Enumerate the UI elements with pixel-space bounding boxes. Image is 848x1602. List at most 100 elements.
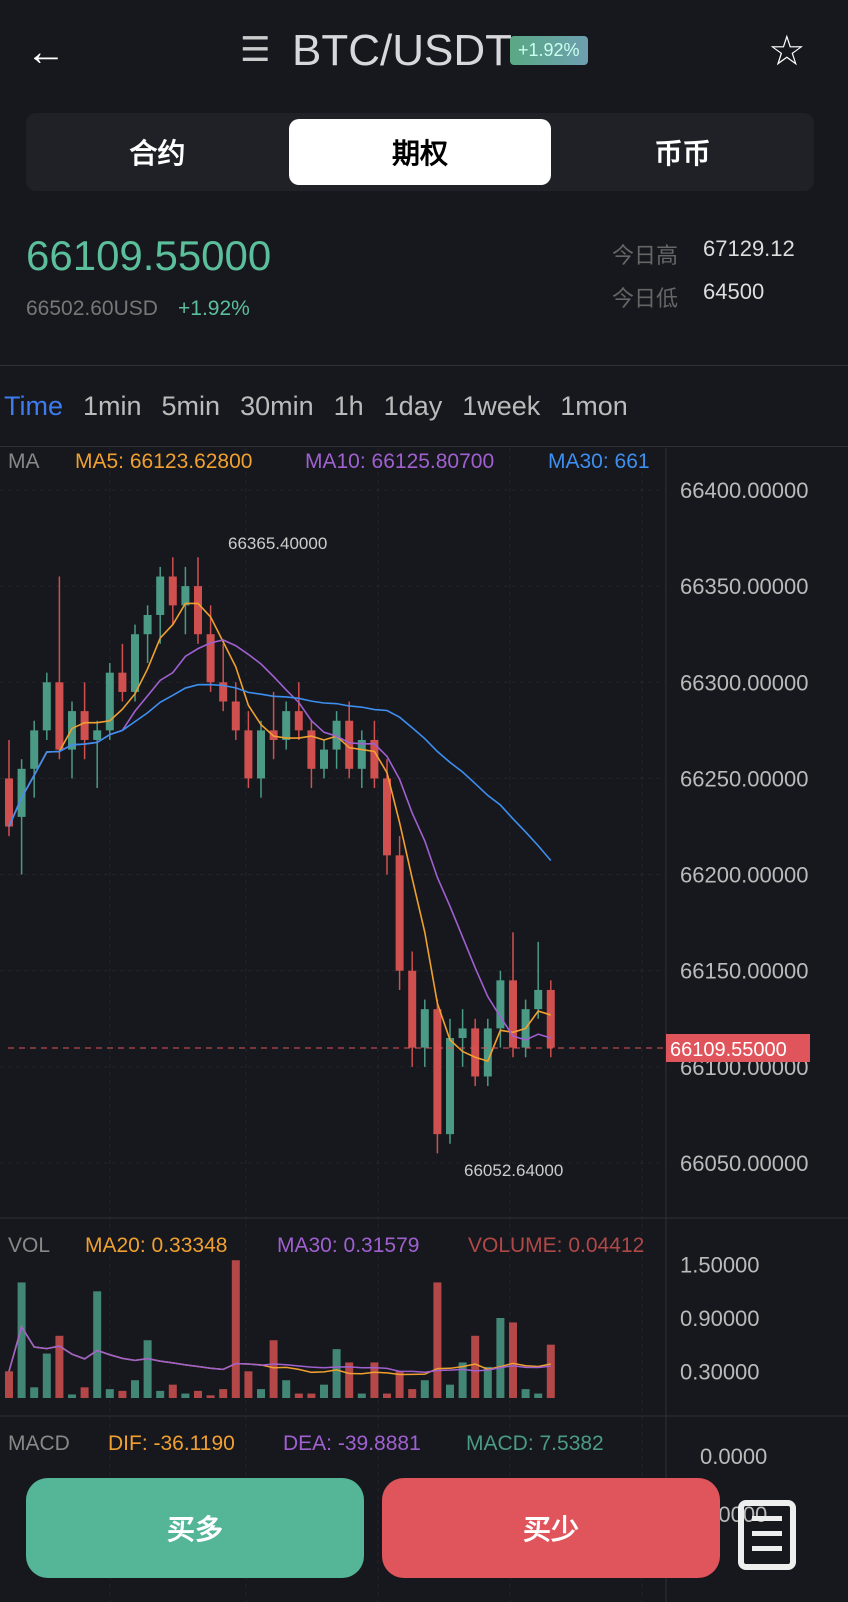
ma-label: MA <box>8 450 40 473</box>
volume-bar <box>17 1282 26 1398</box>
volume-bar <box>206 1395 215 1398</box>
candle-body <box>282 711 291 740</box>
ma10-legend: MA10: 66125.80700 <box>305 450 494 473</box>
candle-body <box>420 1009 429 1048</box>
volume-bar <box>332 1349 341 1398</box>
volume-bar <box>5 1371 13 1398</box>
timeframe-1mon[interactable]: 1mon <box>560 390 628 421</box>
volume-bar <box>496 1318 505 1398</box>
volume-bar <box>420 1380 429 1398</box>
min-price-label: 66052.64000 <box>464 1161 563 1180</box>
volume-bar <box>294 1393 303 1398</box>
pair-title[interactable]: BTC/USDT <box>292 26 512 75</box>
volume-bar <box>471 1335 480 1398</box>
candle-body <box>509 980 517 1048</box>
vol-ma20-legend: MA20: 0.33348 <box>85 1234 227 1257</box>
y-tick-label: 66050.00000 <box>680 1151 808 1176</box>
back-arrow-icon[interactable]: ← <box>26 30 66 74</box>
volume-bar <box>244 1371 253 1398</box>
star-icon[interactable]: ☆ <box>768 27 806 74</box>
candle-body <box>42 682 51 731</box>
buy-long-button[interactable]: 买多 <box>26 1478 364 1578</box>
volume-bar <box>257 1389 265 1398</box>
volume-bar <box>307 1393 316 1398</box>
volume-bar <box>282 1380 291 1398</box>
candle-body <box>93 730 102 740</box>
candle-body <box>80 711 89 740</box>
dea-legend: DEA: -39.8881 <box>283 1432 421 1455</box>
ma5-legend: MA5: 66123.62800 <box>75 450 252 473</box>
volume-bar <box>219 1389 228 1398</box>
volume-bar <box>143 1340 152 1398</box>
volume-bar <box>458 1362 467 1398</box>
candle-body <box>257 730 265 779</box>
candle-body <box>219 682 228 702</box>
current-price-text: 66109.55000 <box>670 1039 787 1061</box>
candle-body <box>17 768 26 817</box>
tab-options[interactable]: 期权 <box>288 119 552 185</box>
volume-legend: VOLUME: 0.04412 <box>468 1234 644 1257</box>
volume-bar <box>534 1393 543 1398</box>
candle-body <box>458 1028 467 1039</box>
timeframe-1day[interactable]: 1day <box>383 390 443 421</box>
candle-body <box>446 1038 454 1135</box>
kline-chart[interactable]: MA MA5: 66123.62800 MA10: 66125.80700 MA… <box>0 448 848 1602</box>
volume-bar <box>168 1384 177 1398</box>
candle-body <box>30 730 39 769</box>
tab-spot[interactable]: 币币 <box>654 138 711 169</box>
candle-body <box>408 970 417 1048</box>
timeframe-1week[interactable]: 1week <box>462 390 541 421</box>
candle-body <box>496 980 505 1029</box>
volume-bar <box>521 1389 530 1398</box>
candle-body <box>320 749 328 769</box>
volume-bar <box>546 1344 555 1398</box>
volume-bar <box>55 1335 64 1398</box>
y-tick-label: 66250.00000 <box>680 766 808 791</box>
vol-ma30-legend: MA30: 0.31579 <box>277 1234 419 1257</box>
sell-short-button[interactable]: 买少 <box>382 1478 720 1578</box>
volume-bar <box>68 1394 76 1398</box>
ma30-legend: MA30: 661 <box>548 450 650 473</box>
y-tick-label: 66200.00000 <box>680 863 808 888</box>
timeframe-time[interactable]: Time <box>4 390 63 421</box>
candle-body <box>181 586 190 606</box>
candle-body <box>357 739 366 769</box>
volume-bar <box>118 1390 127 1398</box>
vol-label: VOL <box>8 1234 50 1257</box>
tab-contract[interactable]: 合约 <box>129 138 186 169</box>
volume-bar <box>509 1322 517 1398</box>
volume-bar <box>93 1291 102 1398</box>
high-label: 今日高 <box>612 243 679 268</box>
candle-body <box>534 989 543 1010</box>
vol-y-tick: 1.50000 <box>680 1253 760 1278</box>
candle-body <box>143 614 152 635</box>
timeframe-5min[interactable]: 5min <box>161 390 221 421</box>
candle-body <box>156 576 165 615</box>
clipboard-icon[interactable] <box>738 1500 796 1570</box>
list-icon[interactable]: ☰ <box>240 31 271 69</box>
volume-bar <box>30 1387 39 1398</box>
candle-body <box>194 586 202 635</box>
y-tick-label: 66300.00000 <box>680 670 808 695</box>
timeframe-1h[interactable]: 1h <box>333 390 364 421</box>
candle-body <box>5 778 13 827</box>
ma5-line <box>8 602 552 1063</box>
timeframe-30min[interactable]: 30min <box>240 390 314 421</box>
volume-bar <box>483 1366 492 1398</box>
current-price-tag <box>666 1034 810 1062</box>
vol-y-tick: 0.90000 <box>680 1306 760 1331</box>
low-label: 今日低 <box>612 286 679 311</box>
timeframe-1min[interactable]: 1min <box>83 390 142 421</box>
candle-body <box>206 634 215 683</box>
candle-body <box>231 701 240 731</box>
candle-body <box>395 855 404 971</box>
y-tick-label: 66350.00000 <box>680 574 808 599</box>
volume-bar <box>269 1340 278 1398</box>
candle-body <box>118 672 127 692</box>
candle-body <box>294 711 303 731</box>
chart-grid <box>0 448 848 1602</box>
macd-label: MACD <box>8 1432 70 1455</box>
volume-bar <box>345 1362 354 1398</box>
timeframe-bar: Time 1min 5min 30min 1h 1day 1week 1mon <box>0 365 848 447</box>
high-value: 67129.12 <box>703 236 795 261</box>
